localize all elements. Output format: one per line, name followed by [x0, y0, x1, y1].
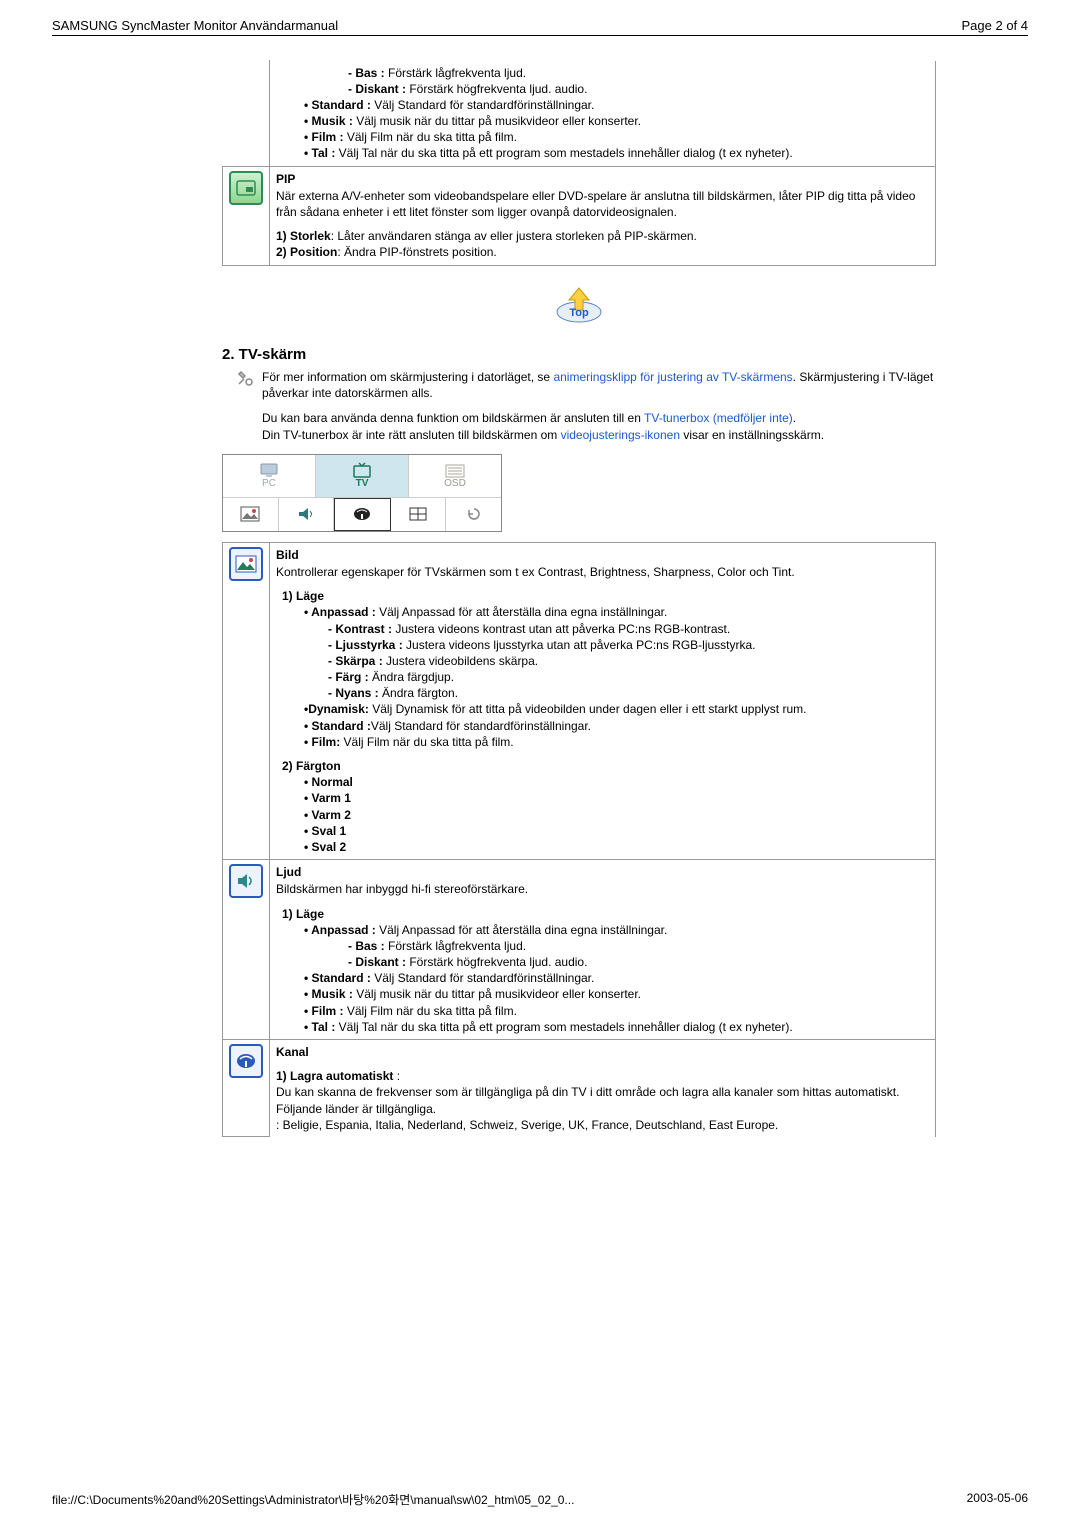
svg-text:Top: Top [569, 307, 589, 319]
tab-tv[interactable]: TV [316, 455, 409, 497]
footer-path: file://C:\Documents%20and%20Settings\Adm… [52, 1491, 574, 1508]
kanal-icon [229, 1044, 263, 1078]
section2-title: 2. TV-skärm [222, 346, 936, 363]
bild-icon [229, 547, 263, 581]
ljud-title: Ljud [276, 864, 929, 880]
top-link[interactable]: Top [553, 284, 605, 324]
standard-label: • Standard : [304, 98, 374, 112]
header-title: SAMSUNG SyncMaster Monitor Användarmanua… [52, 18, 338, 33]
slot-sound-icon[interactable] [279, 498, 335, 531]
anim-link[interactable]: animeringsklipp för justering av TV-skär… [553, 370, 792, 384]
film-label: • Film : [304, 130, 347, 144]
tab-osd[interactable]: OSD [409, 455, 501, 497]
footer: file://C:\Documents%20and%20Settings\Adm… [52, 1491, 1028, 1508]
videoicon-link[interactable]: videojusterings-ikonen [561, 428, 680, 442]
pip-title: PIP [276, 171, 929, 187]
header-page: Page 2 of 4 [962, 18, 1029, 33]
top-table: - Bas : Förstärk lågfrekventa ljud. - Di… [222, 60, 936, 266]
bild-title: Bild [276, 547, 929, 563]
pip-icon [229, 171, 263, 205]
slot-grid-icon[interactable] [391, 498, 447, 531]
slot-picture-icon[interactable] [223, 498, 279, 531]
slot-channel-icon[interactable] [334, 498, 391, 531]
tv-table: Bild Kontrollerar egenskaper för TVskärm… [222, 542, 936, 1138]
tools-icon [236, 369, 254, 390]
page-header: SAMSUNG SyncMaster Monitor Användarmanua… [52, 18, 1028, 36]
footer-date: 2003-05-06 [967, 1491, 1028, 1508]
pip-desc: När externa A/V-enheter som videobandspe… [276, 188, 929, 220]
tal-label: • Tal : [304, 146, 339, 160]
musik-label: • Musik : [304, 114, 356, 128]
ljud-icon [229, 864, 263, 898]
bas-label: - Bas : [348, 66, 388, 80]
tab-pc[interactable]: PC [223, 455, 316, 497]
tuner-link[interactable]: TV-tunerbox (medföljer inte) [644, 411, 793, 425]
slot-reset-icon[interactable] [446, 498, 501, 531]
diskant-label: - Diskant : [348, 82, 409, 96]
tab-panel: PC TV OSD [222, 454, 502, 532]
kanal-title: Kanal [276, 1044, 929, 1060]
